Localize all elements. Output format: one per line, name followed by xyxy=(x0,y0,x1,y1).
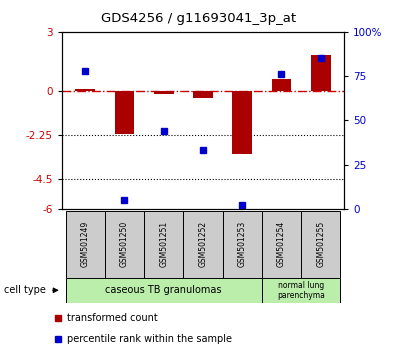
Text: GSM501250: GSM501250 xyxy=(120,221,129,267)
Text: caseous TB granulomas: caseous TB granulomas xyxy=(105,285,222,295)
Bar xyxy=(105,211,144,278)
Text: GSM501253: GSM501253 xyxy=(238,221,247,267)
Bar xyxy=(272,79,291,91)
Bar xyxy=(66,211,105,278)
Bar xyxy=(115,91,134,134)
Bar xyxy=(262,211,301,278)
Text: cell type: cell type xyxy=(4,285,46,295)
Text: GSM501255: GSM501255 xyxy=(316,221,325,267)
Text: transformed count: transformed count xyxy=(67,313,158,323)
Text: GDS4256 / g11693041_3p_at: GDS4256 / g11693041_3p_at xyxy=(101,12,297,25)
Bar xyxy=(154,91,174,94)
Bar xyxy=(76,89,95,91)
Text: percentile rank within the sample: percentile rank within the sample xyxy=(67,334,232,344)
Bar xyxy=(232,91,252,154)
Bar xyxy=(144,211,183,278)
Bar xyxy=(262,278,340,303)
Text: GSM501254: GSM501254 xyxy=(277,221,286,267)
Bar xyxy=(311,56,330,91)
Bar xyxy=(301,211,340,278)
Bar xyxy=(222,211,262,278)
Text: GSM501249: GSM501249 xyxy=(81,221,90,267)
Text: GSM501251: GSM501251 xyxy=(159,221,168,267)
Text: GSM501252: GSM501252 xyxy=(199,221,207,267)
Text: normal lung
parenchyma: normal lung parenchyma xyxy=(277,281,325,300)
Bar xyxy=(193,91,213,98)
Bar xyxy=(183,211,222,278)
Bar xyxy=(66,278,262,303)
